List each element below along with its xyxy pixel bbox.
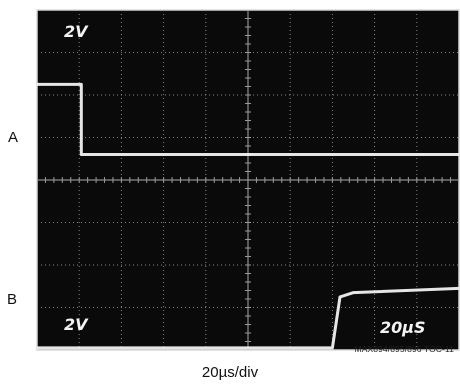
channel-a-label: A bbox=[8, 129, 19, 146]
figure-id: MAX894/895/896 TOC-11 bbox=[354, 344, 454, 354]
channel-b-label: B bbox=[7, 291, 18, 308]
trace-channel-b bbox=[37, 286, 460, 350]
timebase-readout: 20µS bbox=[380, 318, 426, 337]
trace-channel-a bbox=[37, 82, 459, 156]
x-axis-caption: 20µs/div bbox=[201, 364, 259, 381]
channel-b-scale: 2V bbox=[64, 315, 89, 334]
channel-a-scale: 2V bbox=[64, 22, 89, 41]
